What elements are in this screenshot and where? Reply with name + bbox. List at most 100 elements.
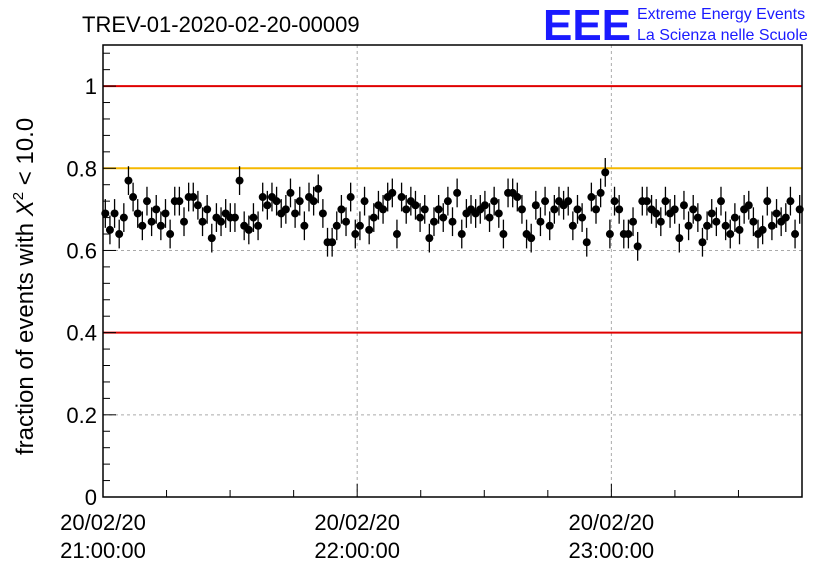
point-marker	[587, 193, 596, 202]
point-marker	[175, 197, 184, 206]
point-marker	[124, 176, 133, 185]
point-marker	[642, 197, 651, 206]
data-point	[142, 186, 151, 216]
data-point	[721, 211, 730, 241]
data-point	[499, 219, 508, 249]
y-axis-label-symbol: X	[12, 199, 39, 217]
data-point	[735, 215, 744, 245]
point-marker	[365, 225, 374, 234]
point-marker	[105, 225, 114, 234]
y-axis-label: fraction of events with X2 < 10.0	[10, 118, 39, 455]
point-marker	[744, 201, 753, 210]
data-point	[740, 194, 749, 224]
data-point	[670, 194, 679, 224]
data-point	[309, 186, 318, 216]
point-marker	[726, 230, 735, 239]
data-point	[605, 219, 614, 249]
point-marker	[138, 221, 147, 230]
point-marker	[281, 205, 290, 214]
data-point	[416, 203, 425, 232]
point-marker	[652, 209, 661, 218]
chart-title: TREV-01-2020-02-20-00009	[82, 12, 360, 37]
point-marker	[180, 217, 189, 226]
point-marker	[332, 221, 341, 230]
point-marker	[392, 230, 401, 239]
point-marker	[388, 188, 397, 197]
data-point	[272, 186, 281, 216]
data-point	[189, 182, 198, 212]
data-point	[258, 182, 267, 212]
data-point	[198, 207, 207, 237]
point-marker	[698, 238, 707, 247]
point-marker	[156, 221, 165, 230]
data-point	[656, 207, 665, 237]
y-tick-label: 0.2	[66, 403, 97, 428]
point-marker	[527, 234, 536, 243]
logo-letters: EEE	[543, 1, 631, 50]
point-marker	[541, 197, 550, 206]
data-point	[522, 219, 531, 249]
y-axis-label-main: fraction of events with	[12, 216, 39, 455]
point-marker	[703, 221, 712, 230]
point-marker	[198, 217, 207, 226]
data-point	[379, 194, 388, 224]
data-point	[402, 194, 411, 224]
point-marker	[115, 230, 124, 239]
data-point	[684, 211, 693, 241]
data-point	[513, 182, 522, 212]
point-marker	[291, 209, 300, 218]
point-marker	[656, 217, 665, 226]
data-point	[156, 211, 165, 241]
point-marker	[550, 205, 559, 214]
point-marker	[689, 205, 698, 214]
point-marker	[633, 242, 642, 251]
point-marker	[416, 213, 425, 222]
point-marker	[513, 193, 522, 202]
data-point	[494, 199, 503, 228]
data-point	[263, 190, 272, 220]
x-tick-date: 20/02/20	[314, 510, 400, 535]
data-point	[420, 194, 429, 224]
point-marker	[730, 213, 739, 222]
data-point	[133, 199, 142, 228]
data-point	[726, 219, 735, 249]
data-point	[119, 203, 128, 232]
x-tick-time: 21:00:00	[60, 538, 146, 563]
point-marker	[499, 230, 508, 239]
data-point	[166, 219, 175, 249]
data-point	[295, 186, 304, 216]
point-marker	[712, 217, 721, 226]
point-marker	[781, 213, 790, 222]
data-point	[304, 182, 313, 212]
data-point	[601, 158, 610, 187]
point-marker	[263, 201, 272, 210]
point-marker	[402, 205, 411, 214]
data-point	[300, 211, 309, 241]
data-point	[582, 227, 591, 257]
data-point	[652, 199, 661, 228]
point-marker	[397, 193, 406, 202]
data-point	[490, 186, 499, 216]
data-point	[369, 203, 378, 232]
data-point	[328, 227, 337, 257]
data-point	[129, 182, 138, 212]
point-marker	[568, 221, 577, 230]
data-point	[610, 186, 619, 216]
data-point	[453, 178, 462, 208]
data-point	[587, 182, 596, 212]
data-point	[351, 219, 360, 249]
data-point	[360, 186, 369, 216]
point-marker	[531, 201, 540, 210]
data-point	[485, 203, 494, 232]
point-marker	[328, 238, 337, 247]
data-point	[531, 190, 540, 220]
data-point	[365, 215, 374, 245]
data-point	[716, 186, 725, 216]
point-marker	[786, 197, 795, 206]
data-point	[115, 219, 124, 249]
data-point	[559, 190, 568, 220]
data-point	[781, 203, 790, 232]
point-marker	[721, 221, 730, 230]
data-point	[212, 203, 221, 232]
